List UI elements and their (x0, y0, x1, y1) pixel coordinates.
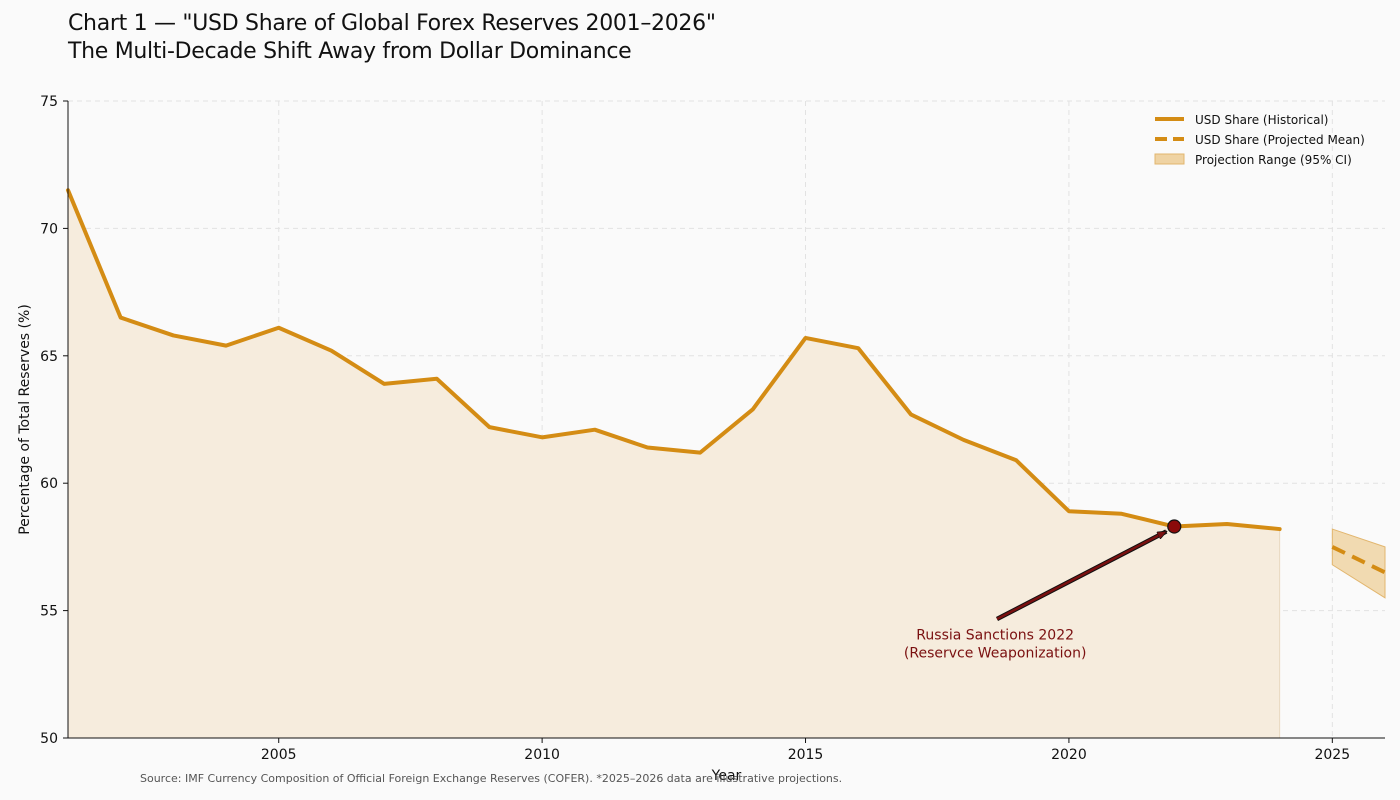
legend: USD Share (Historical) USD Share (Project… (1154, 113, 1365, 167)
russia-sanctions-marker (1167, 519, 1182, 534)
annotation-label-line2: (Reservce Weaponization) (904, 645, 1087, 661)
x-tick-label: 2025 (1314, 747, 1350, 763)
y-tick-label: 75 (40, 94, 58, 110)
chart-title-line1: Chart 1 — "USD Share of Global Forex Res… (68, 11, 716, 36)
y-tick-label: 70 (40, 221, 58, 237)
x-tick-label: 2015 (788, 747, 824, 763)
historical-line (66, 188, 1282, 532)
source-note: Source: IMF Currency Composition of Offi… (140, 772, 843, 785)
x-tick-label: 2005 (261, 747, 297, 763)
legend-label-range: Projection Range (95% CI) (1195, 153, 1352, 167)
line-layer (66, 188, 1386, 575)
x-tick-label: 2020 (1051, 747, 1087, 763)
chart-subtitle: The Multi-Decade Shift Away from Dollar … (68, 39, 632, 64)
projected-mean-line (1331, 545, 1386, 575)
legend-swatch-range (1154, 153, 1185, 165)
x-tick-label: 2010 (524, 747, 560, 763)
y-tick-label: 50 (40, 731, 58, 747)
legend-label-projected: USD Share (Projected Mean) (1195, 133, 1365, 147)
x-axis-title: Year (711, 768, 742, 784)
legend-label-historical: USD Share (Historical) (1195, 113, 1328, 127)
annotation-layer: Russia Sanctions 2022 (Reservce Weaponiza… (904, 519, 1182, 661)
y-tick-label: 55 (40, 604, 58, 620)
annotation-arrow (996, 530, 1166, 621)
annotation-label-line1: Russia Sanctions 2022 (916, 627, 1074, 643)
projection-range-band (1331, 528, 1386, 599)
chart-title: Chart 1 — "USD Share of Global Forex Res… (68, 10, 716, 66)
historical-area-fill (68, 190, 1280, 738)
axis-layer: 50 55 60 65 70 75 2005 2010 2015 2020 2025 Year Perc… (17, 94, 1385, 784)
y-tick-label: 60 (40, 476, 58, 492)
fill-layer (68, 190, 1386, 738)
y-axis-title: Percentage of Total Reserves (%) (17, 304, 33, 535)
y-tick-label: 65 (40, 349, 58, 365)
